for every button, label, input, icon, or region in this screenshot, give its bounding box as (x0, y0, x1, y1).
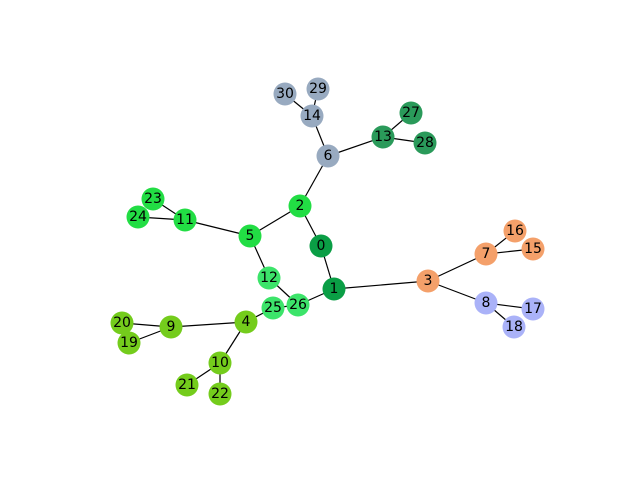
node-label: 13 (374, 129, 392, 145)
node-13: 13 (371, 125, 395, 149)
node-label: 25 (264, 300, 282, 316)
node-circle (521, 297, 545, 321)
node-5: 5 (238, 224, 262, 248)
node-label: 20 (113, 315, 131, 331)
node-label: 8 (482, 295, 491, 311)
node-circle (309, 234, 333, 258)
node-4: 4 (234, 310, 258, 334)
node-29: 29 (306, 77, 330, 101)
node-label: 9 (167, 319, 176, 335)
node-label: 18 (505, 319, 523, 335)
node-circle (288, 194, 312, 218)
node-label: 3 (424, 273, 433, 289)
node-0: 0 (309, 234, 333, 258)
node-label: 14 (303, 108, 321, 124)
node-label: 11 (176, 212, 194, 228)
node-28: 28 (413, 131, 437, 155)
node-7: 7 (474, 242, 498, 266)
node-label: 26 (289, 297, 307, 313)
node-label: 12 (260, 270, 278, 286)
node-21: 21 (175, 373, 199, 397)
node-circle (208, 351, 232, 375)
node-circle (413, 131, 437, 155)
node-circle (521, 237, 545, 261)
node-label: 21 (178, 377, 196, 393)
node-label: 4 (242, 314, 251, 330)
node-circle (208, 382, 232, 406)
node-label: 16 (506, 223, 524, 239)
node-circle (371, 125, 395, 149)
node-22: 22 (208, 382, 232, 406)
node-18: 18 (502, 315, 526, 339)
node-circle (234, 310, 258, 334)
node-circle (502, 315, 526, 339)
node-9: 9 (159, 315, 183, 339)
node-10: 10 (208, 351, 232, 375)
node-label: 17 (524, 301, 542, 317)
node-label: 0 (317, 238, 326, 254)
node-24: 24 (126, 205, 150, 229)
node-circle (175, 373, 199, 397)
node-label: 27 (402, 105, 420, 121)
node-label: 15 (524, 241, 542, 257)
node-circle (399, 101, 423, 125)
node-3: 3 (416, 269, 440, 293)
node-2: 2 (288, 194, 312, 218)
edge-1-3 (333, 280, 429, 290)
node-label: 24 (129, 209, 147, 225)
node-label: 7 (482, 246, 491, 262)
node-label: 6 (324, 148, 333, 164)
node-11: 11 (173, 208, 197, 232)
node-26: 26 (286, 293, 310, 317)
node-label: 29 (309, 81, 327, 97)
node-circle (322, 277, 346, 301)
node-circle (261, 296, 285, 320)
node-25: 25 (261, 296, 285, 320)
node-label: 22 (211, 386, 229, 402)
node-label: 23 (144, 191, 162, 207)
node-8: 8 (474, 291, 498, 315)
node-circle (126, 205, 150, 229)
node-circle (141, 187, 165, 211)
node-circle (474, 291, 498, 315)
node-circle (238, 224, 262, 248)
node-label: 1 (330, 281, 339, 297)
node-label: 19 (120, 335, 138, 351)
node-label: 2 (296, 198, 305, 214)
node-16: 16 (503, 219, 527, 243)
node-30: 30 (273, 82, 297, 106)
node-6: 6 (316, 144, 340, 168)
node-circle (173, 208, 197, 232)
node-circle (117, 331, 141, 355)
node-circle (474, 242, 498, 266)
node-15: 15 (521, 237, 545, 261)
node-label: 5 (246, 228, 255, 244)
node-circle (416, 269, 440, 293)
node-14: 14 (300, 104, 324, 128)
node-circle (286, 293, 310, 317)
node-circle (316, 144, 340, 168)
node-17: 17 (521, 297, 545, 321)
edge-4-9 (170, 321, 247, 328)
node-circle (300, 104, 324, 128)
node-circle (257, 266, 281, 290)
node-19: 19 (117, 331, 141, 355)
node-12: 12 (257, 266, 281, 290)
node-27: 27 (399, 101, 423, 125)
node-20: 20 (110, 311, 134, 335)
node-1: 1 (322, 277, 346, 301)
node-23: 23 (141, 187, 165, 211)
node-label: 28 (416, 135, 434, 151)
node-circle (110, 311, 134, 335)
node-circle (159, 315, 183, 339)
node-circle (273, 82, 297, 106)
node-label: 10 (211, 355, 229, 371)
node-circle (306, 77, 330, 101)
node-circle (503, 219, 527, 243)
node-layer: 0123456789101112131415161718192021222324… (110, 77, 545, 406)
node-label: 30 (276, 86, 294, 102)
